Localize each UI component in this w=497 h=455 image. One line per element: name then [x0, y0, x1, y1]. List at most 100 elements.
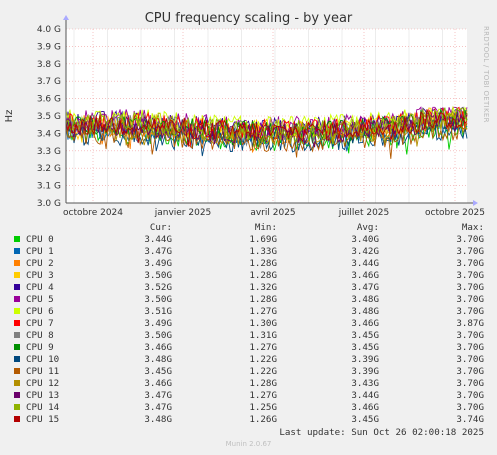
legend-cur-value: 3.52G — [144, 282, 172, 293]
legend-cur-value: 3.47G — [144, 390, 172, 401]
x-tick-label: juillet 2025 — [338, 208, 390, 218]
legend-max-value: 3.70G — [456, 378, 484, 389]
legend-swatch — [14, 272, 20, 278]
legend-swatch — [14, 332, 20, 338]
x-tick-label: octobre 2025 — [425, 208, 485, 218]
legend-swatch — [14, 320, 20, 326]
legend-series-name: CPU 1 — [26, 246, 54, 257]
legend-swatch — [14, 404, 20, 410]
legend-max-value: 3.70G — [456, 306, 484, 317]
legend-min-value: 1.22G — [249, 354, 277, 365]
legend-cur-value: 3.47G — [144, 246, 172, 257]
legend-max-value: 3.70G — [456, 294, 484, 305]
y-tick-labels: 3.0 G 3.1 G 3.2 G 3.3 G 3.4 G 3.5 G 3.6 G 3.7 G… — [37, 25, 61, 209]
legend-avg-value: 3.46G — [351, 318, 379, 329]
legend-cur-value: 3.51G — [144, 306, 172, 317]
legend-min-value: 1.27G — [249, 342, 277, 353]
legend-min-value: 1.28G — [249, 294, 277, 305]
legend-series-name: CPU 2 — [26, 258, 54, 269]
y-tick-label: 3.7 G — [37, 77, 61, 87]
legend-series-name: CPU 11 — [26, 366, 60, 377]
legend-avg-value: 3.45G — [351, 342, 379, 353]
y-tick-label: 3.6 G — [37, 95, 61, 105]
legend-header: Cur: Min: Avg: Max: — [0, 222, 497, 234]
legend-cur-value: 3.48G — [144, 414, 172, 425]
chart-area: 3.0 G 3.1 G 3.2 G 3.3 G 3.4 G 3.5 G 3.6 G 3.7 G… — [4, 15, 485, 218]
legend-cur-value: 3.47G — [144, 402, 172, 413]
legend-row: CPU 12 3.46G 1.28G 3.43G 3.70G — [0, 378, 497, 390]
x-tick-labels: octobre 2024 janvier 2025 avril 2025 juille… — [63, 208, 485, 218]
legend-series-name: CPU 12 — [26, 378, 60, 389]
legend-series-name: CPU 8 — [26, 330, 54, 341]
last-update: Last update: Sun Oct 26 02:00:18 2025 — [279, 427, 484, 438]
x-axis-arrow — [473, 200, 478, 206]
legend-cur-value: 3.50G — [144, 330, 172, 341]
legend-avg-value: 3.44G — [351, 258, 379, 269]
legend-swatch — [14, 392, 20, 398]
legend-row: CPU 10 3.48G 1.22G 3.39G 3.70G — [0, 354, 497, 366]
legend-max-value: 3.70G — [456, 342, 484, 353]
legend-swatch — [14, 344, 20, 350]
legend-min-value: 1.28G — [249, 270, 277, 281]
legend-row: CPU 8 3.50G 1.31G 3.45G 3.70G — [0, 330, 497, 342]
legend-swatch — [14, 248, 20, 254]
legend-min-value: 1.27G — [249, 390, 277, 401]
legend-row: CPU 15 3.48G 1.26G 3.45G 3.74G — [0, 414, 497, 426]
legend-swatch — [14, 296, 20, 302]
legend-cur-value: 3.46G — [144, 342, 172, 353]
legend-avg-value: 3.43G — [351, 378, 379, 389]
legend-min-value: 1.28G — [249, 378, 277, 389]
legend-row: CPU 6 3.51G 1.27G 3.48G 3.70G — [0, 306, 497, 318]
y-tick-label: 3.5 G — [37, 112, 61, 122]
legend-series-name: CPU 13 — [26, 390, 60, 401]
legend-min-value: 1.22G — [249, 366, 277, 377]
legend-min-value: 1.28G — [249, 258, 277, 269]
legend-avg-value: 3.40G — [351, 234, 379, 245]
legend-avg-value: 3.39G — [351, 354, 379, 365]
legend-swatch — [14, 308, 20, 314]
legend-row: CPU 9 3.46G 1.27G 3.45G 3.70G — [0, 342, 497, 354]
legend-max-value: 3.70G — [456, 258, 484, 269]
legend-max-value: 3.70G — [456, 246, 484, 257]
legend-row: CPU 3 3.50G 1.28G 3.46G 3.70G — [0, 270, 497, 282]
legend-header-avg: Avg: — [356, 222, 379, 233]
legend-min-value: 1.26G — [249, 414, 277, 425]
legend-swatch — [14, 380, 20, 386]
legend-row: CPU 5 3.50G 1.28G 3.48G 3.70G — [0, 294, 497, 306]
legend-max-value: 3.70G — [456, 390, 484, 401]
y-tick-label: 3.3 G — [37, 147, 61, 157]
legend-series-name: CPU 9 — [26, 342, 54, 353]
legend-cur-value: 3.45G — [144, 366, 172, 377]
legend-avg-value: 3.48G — [351, 306, 379, 317]
legend-row: CPU 4 3.52G 1.32G 3.47G 3.70G — [0, 282, 497, 294]
legend-row: CPU 2 3.49G 1.28G 3.44G 3.70G — [0, 258, 497, 270]
legend-min-value: 1.69G — [249, 234, 277, 245]
legend-min-value: 1.25G — [249, 402, 277, 413]
legend-min-value: 1.31G — [249, 330, 277, 341]
legend-row: CPU 13 3.47G 1.27G 3.44G 3.70G — [0, 390, 497, 402]
legend-swatch — [14, 284, 20, 290]
legend-row: CPU 0 3.44G 1.69G 3.40G 3.70G — [0, 234, 497, 246]
series-line-cpu-15 — [65, 109, 468, 147]
legend-swatch — [14, 416, 20, 422]
legend-cur-value: 3.50G — [144, 294, 172, 305]
series-line-cpu-14 — [65, 107, 468, 145]
legend-max-value: 3.74G — [456, 414, 484, 425]
legend-min-value: 1.32G — [249, 282, 277, 293]
legend-max-value: 3.70G — [456, 402, 484, 413]
legend-cur-value: 3.49G — [144, 258, 172, 269]
legend-max-value: 3.70G — [456, 270, 484, 281]
legend-max-value: 3.70G — [456, 354, 484, 365]
legend-min-value: 1.30G — [249, 318, 277, 329]
legend-avg-value: 3.45G — [351, 414, 379, 425]
legend-series-name: CPU 6 — [26, 306, 54, 317]
legend-swatch — [14, 368, 20, 374]
legend-min-value: 1.33G — [249, 246, 277, 257]
legend-max-value: 3.70G — [456, 234, 484, 245]
legend-avg-value: 3.47G — [351, 282, 379, 293]
legend-series-name: CPU 5 — [26, 294, 54, 305]
y-tick-label: 4.0 G — [37, 25, 61, 35]
legend-series-name: CPU 4 — [26, 282, 54, 293]
y-tick-label: 3.9 G — [37, 42, 61, 52]
legend-row: CPU 14 3.47G 1.25G 3.46G 3.70G — [0, 402, 497, 414]
